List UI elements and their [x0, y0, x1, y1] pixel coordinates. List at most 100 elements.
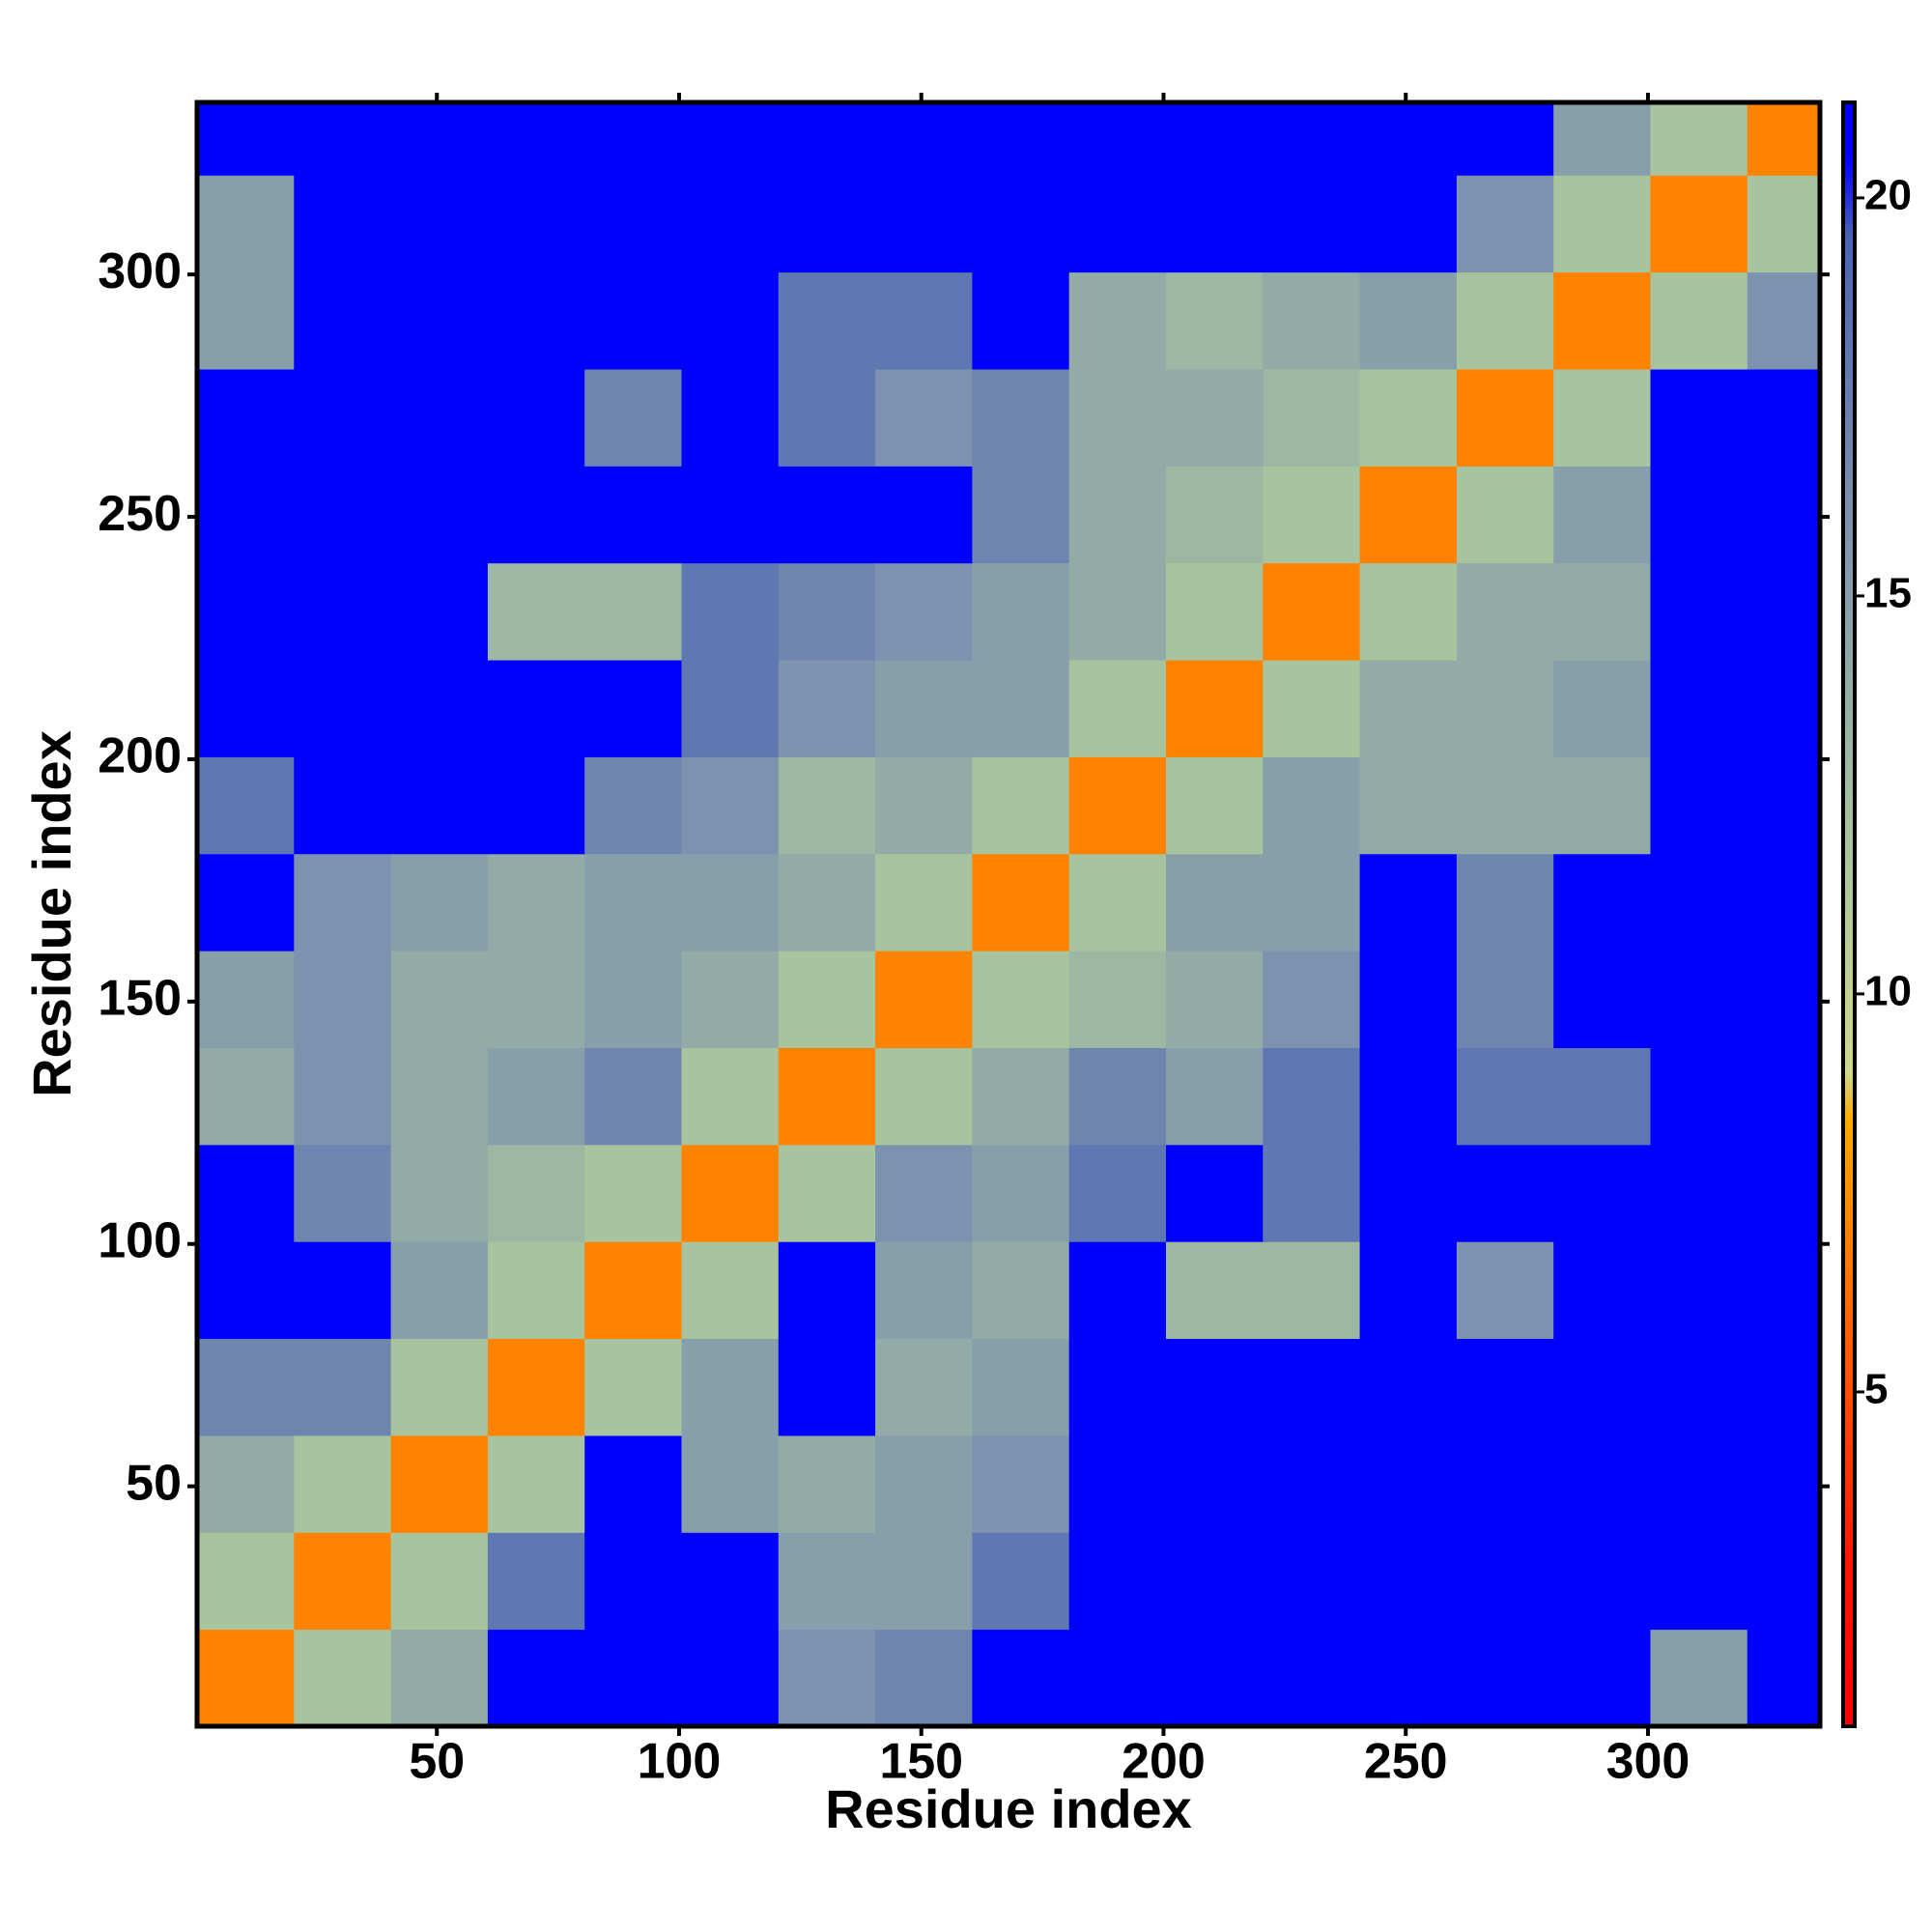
heatmap-cell: [681, 853, 780, 952]
heatmap-cell: [972, 660, 1070, 757]
heatmap-cell: [1359, 1144, 1458, 1242]
heatmap-cell: [487, 466, 585, 564]
heatmap-cell: [972, 102, 1070, 176]
heatmap-cell: [584, 756, 682, 855]
heatmap-cell: [1263, 466, 1361, 564]
heatmap-cell: [1553, 660, 1651, 757]
heatmap-cell: [1165, 1629, 1264, 1727]
heatmap-cell: [778, 1144, 876, 1242]
heatmap-cell: [197, 756, 295, 855]
heatmap-cell: [778, 951, 876, 1048]
y-tick-label: 100: [98, 1212, 182, 1268]
heatmap-cell: [681, 1047, 780, 1146]
heatmap-cell: [1068, 562, 1167, 661]
heatmap-cell: [778, 1629, 876, 1727]
heatmap-cell: [197, 271, 295, 370]
heatmap-cell: [1165, 368, 1264, 467]
heatmap-cell: [778, 1338, 876, 1436]
heatmap-cell: [875, 102, 973, 176]
heatmap-cell: [197, 466, 295, 564]
heatmap-cell: [487, 1629, 585, 1727]
heatmap-cell: [1165, 562, 1264, 661]
heatmap-cell: [584, 1241, 682, 1340]
heatmap-cell: [1747, 756, 1821, 855]
x-tick-label: 200: [1122, 1734, 1206, 1790]
heatmap-cell: [1359, 1629, 1458, 1727]
heatmap-cell: [972, 1629, 1070, 1727]
heatmap-cell: [778, 102, 876, 176]
heatmap-cell: [1165, 951, 1264, 1048]
heatmap-cell: [1650, 175, 1748, 273]
heatmap-cell: [487, 368, 585, 467]
heatmap-cell: [1068, 1241, 1167, 1340]
heatmap-cell: [584, 1435, 682, 1533]
heatmap-cell: [681, 1629, 780, 1727]
heatmap-cell: [1359, 756, 1458, 855]
heatmap-cell: [1263, 1435, 1361, 1533]
heatmap-cell: [294, 1435, 392, 1533]
heatmap-cell: [875, 175, 973, 273]
heatmap-cell: [1068, 951, 1167, 1048]
heatmap-cell: [1747, 660, 1821, 757]
heatmap-cell: [584, 951, 682, 1048]
heatmap-cell: [1068, 368, 1167, 467]
heatmap-cell: [1553, 368, 1651, 467]
heatmap-cell: [294, 1144, 392, 1242]
heatmap-cell: [390, 562, 489, 661]
heatmap-cell: [1263, 368, 1361, 467]
heatmap-cell: [778, 1241, 876, 1340]
heatmap-cell: [778, 660, 876, 757]
heatmap-cell: [1650, 853, 1748, 952]
heatmap-cell: [1456, 1435, 1554, 1533]
heatmap-cell: [1553, 1241, 1651, 1340]
heatmap-cell: [972, 175, 1070, 273]
heatmap-cell: [294, 1241, 392, 1340]
heatmap-cell: [875, 368, 973, 467]
heatmap-cell: [972, 1532, 1070, 1631]
heatmap-cell: [1456, 1144, 1554, 1242]
heatmap-cell: [1263, 660, 1361, 757]
x-axis-label: Residue index: [825, 1778, 1192, 1839]
heatmap-cell: [487, 562, 585, 661]
heatmap-cell: [390, 1144, 489, 1242]
heatmap-cell: [972, 562, 1070, 661]
heatmap-cell: [1747, 951, 1821, 1048]
heatmap-cell: [681, 102, 780, 176]
heatmap-cell: [1068, 175, 1167, 273]
colorbar-tick-label: 20: [1864, 172, 1912, 219]
heatmap-cell: [1263, 951, 1361, 1048]
heatmap-cell: [1553, 1047, 1651, 1146]
heatmap-cell: [778, 1047, 876, 1146]
heatmap-cell: [390, 1241, 489, 1340]
heatmap-cell: [778, 466, 876, 564]
heatmap-cell: [1456, 853, 1554, 952]
heatmap-cell: [681, 1144, 780, 1242]
heatmap-cell: [875, 562, 973, 661]
heatmap-cell: [390, 1435, 489, 1533]
heatmap-cell: [1165, 1338, 1264, 1436]
heatmap-cell: [1359, 1338, 1458, 1436]
y-tick-label: 250: [98, 486, 182, 542]
heatmap-cell: [584, 175, 682, 273]
heatmap-cell: [1650, 562, 1748, 661]
heatmap-cell: [487, 1532, 585, 1631]
heatmap-cell: [294, 1338, 392, 1436]
heatmap-cell: [875, 1144, 973, 1242]
heatmap-cell: [1747, 1435, 1821, 1533]
heatmap-cell: [1650, 1338, 1748, 1436]
x-tick-label: 100: [638, 1734, 722, 1790]
heatmap-cell: [584, 102, 682, 176]
heatmap-cell: [390, 271, 489, 370]
heatmap-cell: [875, 466, 973, 564]
heatmap-cell: [972, 1144, 1070, 1242]
heatmap-cell: [294, 562, 392, 661]
y-tick-label: 150: [98, 971, 182, 1027]
heatmap-cell: [390, 175, 489, 273]
heatmap-cell: [1456, 175, 1554, 273]
y-tick-label: 50: [126, 1455, 182, 1511]
heatmap-cell: [1263, 1047, 1361, 1146]
heatmap-cell: [584, 1144, 682, 1242]
heatmap-cell: [1650, 1047, 1748, 1146]
heatmap-cell: [1553, 1144, 1651, 1242]
